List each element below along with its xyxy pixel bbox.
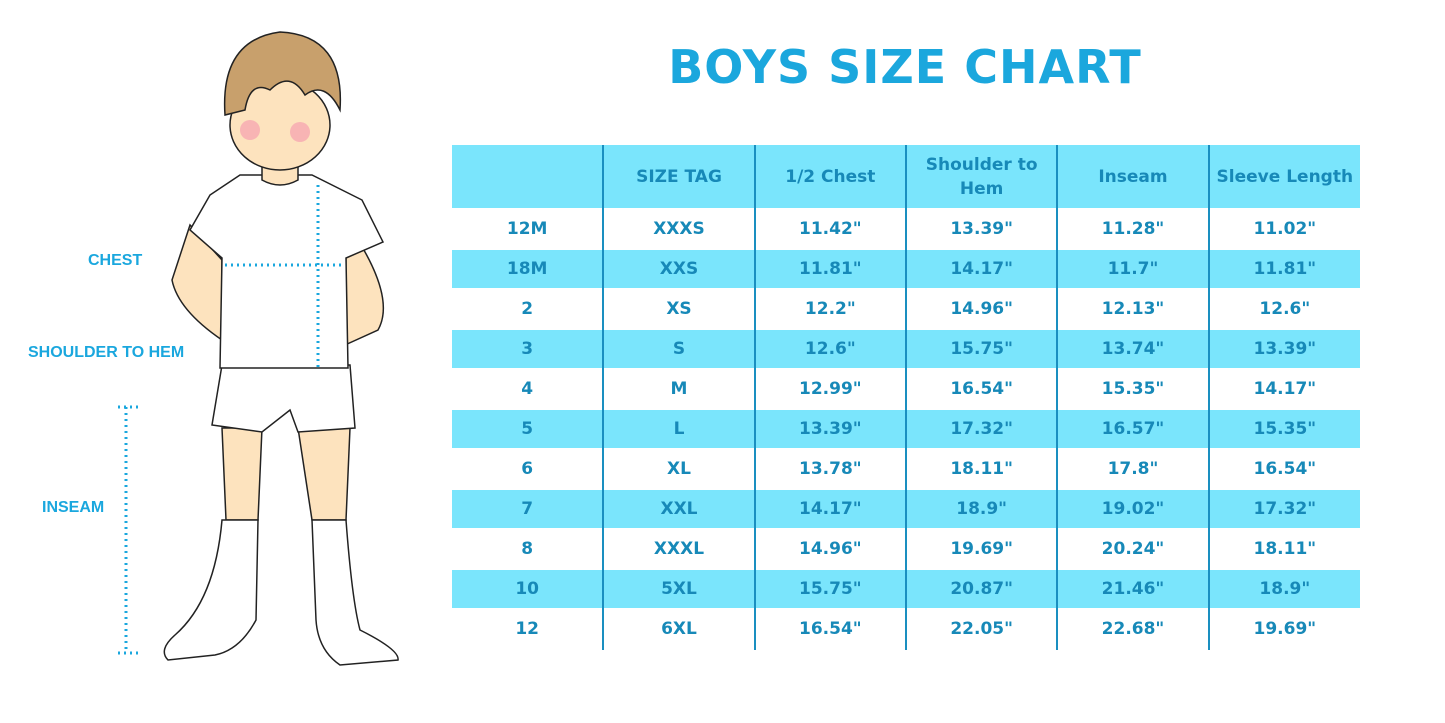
table-cell: 12.2" bbox=[753, 289, 906, 329]
table-cell: 15.75" bbox=[753, 569, 906, 609]
table-cell: 5XL bbox=[602, 569, 755, 609]
table-row: 12M XXXS 11.42" 13.39" 11.28" 11.02" bbox=[452, 209, 1360, 249]
table-cell: 22.05" bbox=[904, 609, 1058, 649]
table-row: 12 6XL 16.54" 22.05" 22.68" 19.69" bbox=[452, 609, 1360, 649]
table-cell: 16.57" bbox=[1056, 409, 1209, 449]
table-cell: 12.13" bbox=[1056, 289, 1209, 329]
table-cell: 14.96" bbox=[904, 289, 1058, 329]
table-row: 5 L 13.39" 17.32" 16.57" 15.35" bbox=[452, 409, 1360, 449]
table-cell: 16.54" bbox=[1207, 449, 1360, 489]
table-cell: 18.11" bbox=[1207, 529, 1360, 569]
table-cell: 11.02" bbox=[1207, 209, 1360, 249]
table-cell: M bbox=[602, 369, 755, 409]
table-cell: 19.02" bbox=[1056, 489, 1209, 529]
table-row: 2 XS 12.2" 14.96" 12.13" 12.6" bbox=[452, 289, 1360, 329]
table-cell: 3 bbox=[452, 329, 604, 369]
table-row: 4 M 12.99" 16.54" 15.35" 14.17" bbox=[452, 369, 1360, 409]
table-cell: 18.11" bbox=[904, 449, 1058, 489]
table-cell: 18.9" bbox=[904, 489, 1058, 529]
table-cell: 4 bbox=[521, 379, 534, 399]
table-cell: 8 bbox=[521, 539, 534, 559]
table-cell: 15.35" bbox=[1207, 409, 1360, 449]
table-cell: 12.6" bbox=[753, 329, 906, 369]
page-title: BOYS SIZE CHART bbox=[668, 40, 1142, 94]
table-cell: 6XL bbox=[602, 609, 755, 649]
table-cell: 13.39" bbox=[904, 209, 1058, 249]
shoulder-to-hem-label: SHOULDER TO HEM bbox=[28, 344, 185, 361]
table-cell: 18.9" bbox=[1207, 569, 1360, 609]
table-cell: 16.54" bbox=[904, 369, 1058, 409]
table-header-row: SIZE TAG 1/2 Chest Shoulder to Hem Inseam Sl… bbox=[452, 145, 1360, 209]
table-row: 3 S 12.6" 15.75" 13.74" 13.39" bbox=[452, 329, 1360, 369]
table-cell: 18M bbox=[452, 249, 604, 289]
table-cell: 16.54" bbox=[753, 609, 906, 649]
table-cell: 21.46" bbox=[1056, 569, 1209, 609]
table-cell: 12.6" bbox=[1207, 289, 1360, 329]
table-cell: 15.35" bbox=[1056, 369, 1209, 409]
table-cell: 11.7" bbox=[1056, 249, 1209, 289]
table-cell: 15.75" bbox=[904, 329, 1058, 369]
inseam-label: INSEAM bbox=[42, 499, 105, 516]
table-cell: 12.99" bbox=[753, 369, 906, 409]
chest-label: CHEST bbox=[88, 252, 143, 269]
table-cell: 17.32" bbox=[1207, 489, 1360, 529]
table-cell: 17.32" bbox=[904, 409, 1058, 449]
table-cell: 20.87" bbox=[904, 569, 1058, 609]
table-cell: 11.42" bbox=[753, 209, 906, 249]
table-row: 8 XXXL 14.96" 19.69" 20.24" 18.11" bbox=[452, 529, 1360, 569]
column-header: Shoulder to Hem bbox=[904, 145, 1058, 209]
table-cell: XXL bbox=[602, 489, 755, 529]
table-cell: XXS bbox=[602, 249, 755, 289]
table-cell: 13.74" bbox=[1056, 329, 1209, 369]
table-cell: 14.17" bbox=[1207, 369, 1360, 409]
table-cell: 12M bbox=[506, 219, 548, 239]
table-cell: 14.96" bbox=[753, 529, 906, 569]
table-cell: 10 bbox=[452, 569, 604, 609]
table-row: 10 5XL 15.75" 20.87" 21.46" 18.9" bbox=[452, 569, 1360, 609]
table-cell: 11.28" bbox=[1056, 209, 1209, 249]
table-cell: 13.39" bbox=[1207, 329, 1360, 369]
column-header: 1/2 Chest bbox=[753, 145, 906, 209]
table-cell: 13.39" bbox=[753, 409, 906, 449]
table-cell: 2 bbox=[521, 299, 534, 319]
table-cell: 11.81" bbox=[753, 249, 906, 289]
table-cell: 22.68" bbox=[1056, 609, 1209, 649]
table-cell: XXXL bbox=[602, 529, 755, 569]
size-chart-table: SIZE TAG 1/2 Chest Shoulder to Hem Inseam Sl… bbox=[452, 145, 1360, 650]
table-cell: XXXS bbox=[602, 209, 755, 249]
table-cell: XL bbox=[602, 449, 755, 489]
table-cell: 11.81" bbox=[1207, 249, 1360, 289]
boy-figure-illustration bbox=[118, 31, 399, 666]
table-cell: 19.69" bbox=[904, 529, 1058, 569]
column-header: SIZE TAG bbox=[602, 145, 755, 209]
table-cell: 17.8" bbox=[1056, 449, 1209, 489]
table-cell: 14.17" bbox=[904, 249, 1058, 289]
table-cell: 20.24" bbox=[1056, 529, 1209, 569]
column-header bbox=[452, 145, 604, 209]
column-header: Sleeve Length bbox=[1207, 145, 1360, 209]
table-cell: 12 bbox=[515, 619, 539, 639]
table-cell: S bbox=[602, 329, 755, 369]
table-row: 6 XL 13.78" 18.11" 17.8" 16.54" bbox=[452, 449, 1360, 489]
table-cell: XS bbox=[602, 289, 755, 329]
table-row: 18M XXS 11.81" 14.17" 11.7" 11.81" bbox=[452, 249, 1360, 289]
table-cell: 7 bbox=[452, 489, 604, 529]
table-cell: 14.17" bbox=[753, 489, 906, 529]
table-row: 7 XXL 14.17" 18.9" 19.02" 17.32" bbox=[452, 489, 1360, 529]
table-cell: 13.78" bbox=[753, 449, 906, 489]
table-cell: 5 bbox=[452, 409, 604, 449]
column-header: Inseam bbox=[1056, 145, 1209, 209]
table-cell: L bbox=[602, 409, 755, 449]
table-cell: 6 bbox=[521, 459, 534, 479]
table-cell: 19.69" bbox=[1207, 609, 1360, 649]
